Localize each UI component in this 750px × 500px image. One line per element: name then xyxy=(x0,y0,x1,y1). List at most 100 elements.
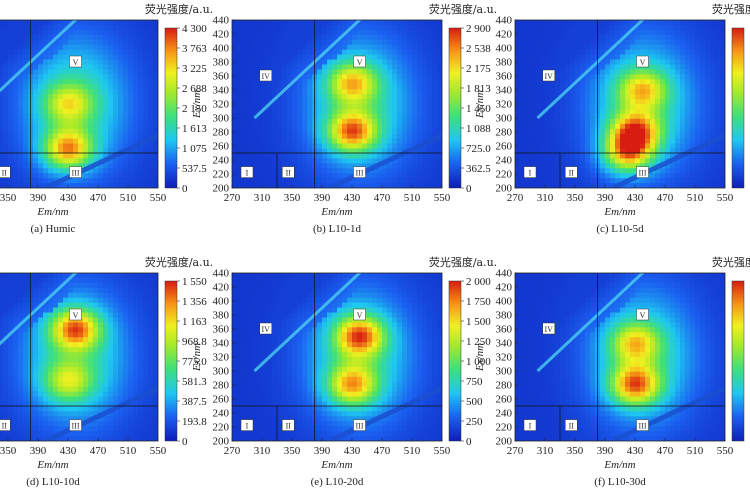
region-label-box xyxy=(636,55,649,68)
x-tick-label: 270 xyxy=(507,192,524,204)
panel-caption: (e) L10-20d xyxy=(311,476,364,488)
y-tick-label: 320 xyxy=(496,352,513,364)
region-label-box xyxy=(523,166,537,178)
region-label-box xyxy=(542,322,555,335)
x-tick-label: 270 xyxy=(507,445,524,457)
y-tick-label: 360 xyxy=(213,71,230,83)
y-tick-label: 200 xyxy=(213,183,230,195)
region-label-V: V xyxy=(357,58,363,67)
x-tick-label: 350 xyxy=(284,445,301,457)
second-order-scatter-line xyxy=(44,385,158,441)
region-label-III: III xyxy=(72,422,80,431)
colorbar-tick-label: 1 088 xyxy=(466,123,491,135)
y-tick-label: 340 xyxy=(213,85,230,97)
x-tick-label: 350 xyxy=(284,192,301,204)
y-tick-label: 380 xyxy=(213,57,230,69)
colorbar-tick-label: 537.5 xyxy=(182,163,207,175)
y-tick-label: 300 xyxy=(213,366,230,378)
x-axis-label: Em/nm xyxy=(36,206,68,218)
region-label-box xyxy=(353,166,366,178)
panel-caption: (d) L10-10d xyxy=(26,476,80,488)
region-label-box xyxy=(636,166,649,178)
y-tick-label: 440 xyxy=(213,268,230,280)
y-tick-label: 360 xyxy=(496,324,513,336)
x-tick-label: 430 xyxy=(344,192,361,204)
region-label-box xyxy=(69,55,82,68)
rayleigh-scatter-line xyxy=(0,20,78,93)
heatmap-field xyxy=(232,20,442,188)
region-label-box xyxy=(542,69,555,82)
x-tick-label: 470 xyxy=(374,445,391,457)
colorbar-tick-label: 1 075 xyxy=(182,143,207,155)
colorbar-title: 荧光强度/a.u. xyxy=(429,2,497,16)
x-tick-label: 310 xyxy=(254,445,271,457)
y-tick-label: 260 xyxy=(213,141,230,153)
x-tick-label: 350 xyxy=(0,192,17,204)
y-tick-label: 240 xyxy=(213,408,230,420)
y-tick-label: 420 xyxy=(496,29,513,41)
colorbar-tick-label: 362.5 xyxy=(466,163,491,175)
y-tick-label: 220 xyxy=(213,422,230,434)
y-tick-label: 320 xyxy=(213,352,230,364)
y-tick-label: 320 xyxy=(496,99,513,111)
x-tick-label: 470 xyxy=(90,192,107,204)
region-label-IV: IV xyxy=(545,325,554,334)
colorbar-title: 荧光强度/a.u. xyxy=(429,255,497,269)
colorbar-tick-label: 2 150 xyxy=(182,103,207,115)
y-tick-label: 380 xyxy=(213,310,230,322)
panel-caption: (c) L10-5d xyxy=(596,223,644,235)
region-label-III: III xyxy=(72,169,80,178)
colorbar-tick-label: 2 688 xyxy=(182,83,207,95)
rayleigh-scatter-line xyxy=(253,20,362,120)
colorbar-tick-label: 2 538 xyxy=(466,43,491,55)
region-label-I: I xyxy=(246,422,249,431)
x-tick-label: 470 xyxy=(374,192,391,204)
y-tick-label: 300 xyxy=(496,366,513,378)
x-axis-label: Em/nm xyxy=(36,459,68,471)
colorbar-tick-label: 1 550 xyxy=(182,276,207,288)
y-tick-label: 200 xyxy=(213,436,230,448)
x-tick-label: 270 xyxy=(224,445,241,457)
colorbar-tick-label: 0 xyxy=(182,183,188,195)
x-tick-label: 270 xyxy=(224,192,241,204)
y-tick-label: 440 xyxy=(213,15,230,27)
y-tick-label: 440 xyxy=(496,15,513,27)
region-label-I: I xyxy=(529,422,532,431)
region-label-box xyxy=(282,166,295,178)
y-tick-label: 360 xyxy=(496,71,513,83)
x-tick-label: 470 xyxy=(90,445,107,457)
colorbar-tick-label: 1 250 xyxy=(466,336,491,348)
colorbar-tick-label: 968.8 xyxy=(182,336,207,348)
region-label-III: III xyxy=(639,422,647,431)
region-label-IV: IV xyxy=(262,325,271,334)
colorbar-title: 荧光强度/a.u. xyxy=(712,2,750,16)
colorbar-tick-label: 1 163 xyxy=(182,316,207,328)
eem-panel-2: I II IIIIVV2002202402602803003203403603804… xyxy=(191,2,497,235)
second-order-scatter-line xyxy=(328,385,442,441)
colorbar-tick-label: 0 xyxy=(466,436,472,448)
region-label-box xyxy=(636,419,649,431)
x-tick-label: 390 xyxy=(314,445,331,457)
x-tick-label: 390 xyxy=(30,445,47,457)
x-tick-label: 550 xyxy=(717,445,734,457)
x-tick-label: 550 xyxy=(717,192,734,204)
panel-caption: (b) L10-1d xyxy=(313,223,361,235)
x-tick-label: 510 xyxy=(404,445,421,457)
region-label-box xyxy=(353,55,366,68)
region-label-II: II xyxy=(2,169,8,178)
region-label-III: III xyxy=(639,169,647,178)
region-label-box xyxy=(240,166,254,178)
x-tick-label: 350 xyxy=(567,192,584,204)
y-tick-label: 380 xyxy=(496,310,513,322)
y-tick-label: 300 xyxy=(496,113,513,125)
region-label-V: V xyxy=(357,311,363,320)
region-label-V: V xyxy=(73,58,79,67)
colorbar-title: 荧光强度/a.u. xyxy=(712,255,750,269)
x-axis-label: Em/nm xyxy=(320,459,352,471)
y-tick-label: 420 xyxy=(496,282,513,294)
colorbar-tick-label: 0 xyxy=(182,436,188,448)
second-order-scatter-line xyxy=(611,385,725,441)
x-tick-label: 310 xyxy=(254,192,271,204)
second-order-scatter-line xyxy=(328,132,442,188)
